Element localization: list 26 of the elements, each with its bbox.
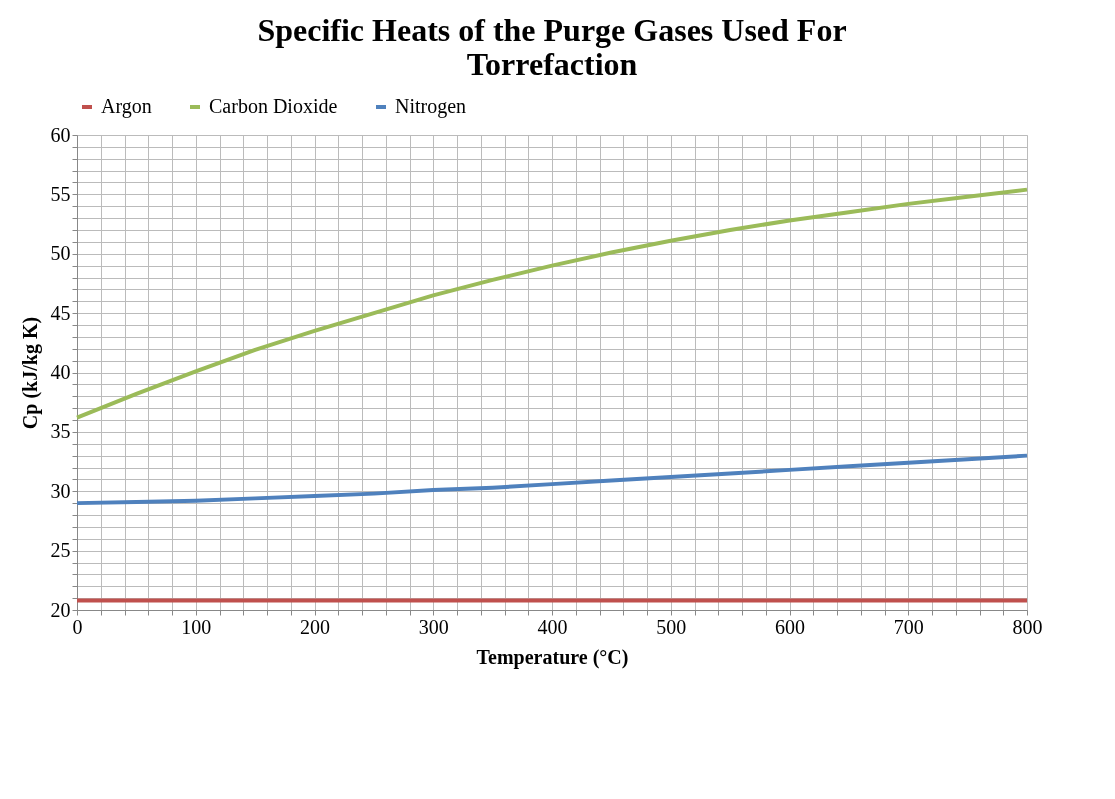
y-tick-label: 45 [50, 301, 71, 324]
y-tick-label: 20 [50, 598, 71, 621]
line-series [75, 187, 1029, 420]
y-tick-label: 35 [50, 420, 71, 443]
y-tick-label: 25 [50, 539, 71, 562]
y-tick-label: 55 [50, 182, 71, 205]
y-axis-title: Cp (kJ/kg K) [18, 316, 42, 430]
y-tick-label: 50 [50, 242, 71, 265]
x-tick-label: 700 [893, 615, 924, 638]
x-tick-label: 800 [1012, 615, 1043, 638]
x-tick-label: 600 [775, 615, 805, 638]
line-series [75, 453, 1029, 506]
text: Specific Heats of the Purge Gases Used For [257, 12, 847, 48]
y-tick-label: 60 [50, 123, 71, 146]
x-axis-title: Temperature (°C) [476, 645, 629, 669]
x-tick-label: 100 [181, 615, 212, 638]
legend-label: Argon [101, 95, 152, 118]
x-tick-label: 500 [656, 615, 687, 638]
y-tick-label: 30 [50, 479, 71, 502]
y-tick-label: 40 [50, 361, 71, 383]
x-tick-label: 300 [418, 615, 449, 638]
legend-label: Carbon Dioxide [209, 95, 338, 117]
x-tick-label: 400 [537, 615, 568, 638]
x-tick-label: 200 [300, 615, 330, 638]
x-tick-label: 0 [72, 615, 83, 638]
legend-label: Nitrogen [395, 95, 467, 118]
